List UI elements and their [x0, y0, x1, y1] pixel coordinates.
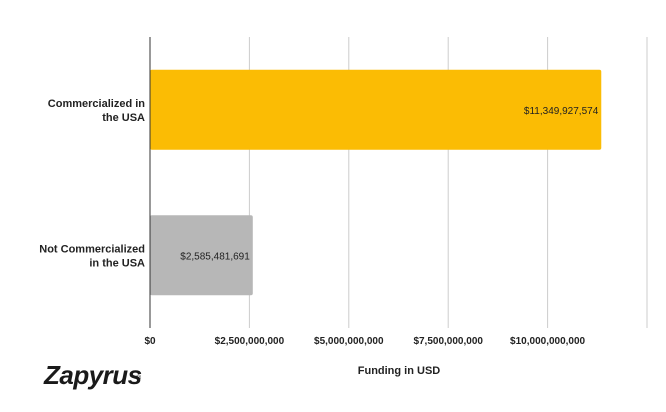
category-label: Commercialized in the USA: [48, 98, 145, 124]
x-tick-label: $10,000,000,000: [510, 336, 586, 347]
x-tick-label: $7,500,000,000: [413, 336, 483, 347]
x-tick-label: $0: [144, 336, 156, 347]
bar-data-label: $2,585,481,691: [180, 251, 250, 262]
category-label: Not Commercialized in the USA: [39, 243, 145, 269]
bar: [150, 215, 253, 296]
bars: [150, 69, 602, 296]
x-tick-label: $2,500,000,000: [215, 336, 285, 347]
labels: $0 $2,500,000,000 $5,000,000,000 $7,500,000…: [39, 98, 598, 347]
bar: [150, 69, 602, 150]
x-tick-label: $5,000,000,000: [314, 336, 384, 347]
x-axis-title: Funding in USD: [358, 365, 441, 377]
logo-wordmark: Zapyrus: [43, 360, 142, 390]
logo-trademark: ®: [136, 374, 142, 382]
bar-data-label: $11,349,927,574: [524, 106, 599, 117]
zapyrus-logo: Zapyrus ®: [43, 360, 142, 390]
